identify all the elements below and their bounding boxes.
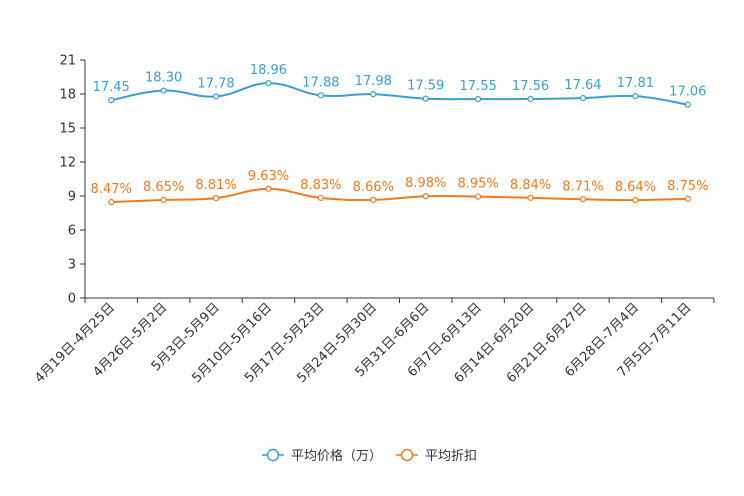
data-point	[370, 91, 377, 98]
data-label: 8.71%	[562, 179, 603, 194]
y-tick-label: 0	[68, 292, 76, 307]
y-tick-label: 21	[59, 54, 76, 69]
series-line	[111, 187, 688, 204]
y-tick-label: 15	[59, 122, 76, 137]
data-point	[527, 95, 534, 103]
series-line	[111, 82, 688, 106]
data-label: 8.47%	[91, 182, 132, 197]
data-label: 17.88	[302, 75, 339, 90]
data-point	[684, 101, 691, 108]
series-layer: 17.45 18.30 17.78 18.96 17.88 17.98 17.59 17.55…	[91, 63, 708, 206]
data-point	[212, 195, 220, 202]
legend-item: 平均折扣	[396, 448, 477, 464]
data-label: 8.65%	[143, 180, 184, 195]
legend-marker-icon	[400, 448, 414, 462]
data-point	[475, 95, 482, 103]
y-tick-label: 9	[68, 190, 76, 205]
data-label: 9.63%	[248, 169, 289, 184]
data-label: 17.45	[93, 80, 130, 95]
legend-label: 平均折扣	[425, 449, 477, 464]
data-point	[265, 80, 272, 87]
data-point	[475, 193, 482, 200]
data-label: 8.64%	[615, 180, 656, 195]
data-label: 8.66%	[353, 180, 394, 195]
data-point	[108, 97, 115, 104]
data-point	[684, 195, 691, 202]
data-point	[527, 194, 534, 201]
x-axis: 4月19日-4月25日4月26日-5月2日5月3日-5月9日5月10日-5月16…	[32, 297, 715, 386]
data-point	[370, 196, 377, 203]
data-point	[212, 93, 220, 100]
data-label: 17.81	[617, 76, 654, 91]
data-label: 8.84%	[510, 178, 551, 193]
legend-item: 平均价格（万）	[262, 448, 382, 464]
y-axis: 0 3 6 9 12 15 18 21	[59, 54, 86, 307]
data-label: 8.98%	[405, 176, 446, 191]
data-label: 17.59	[407, 79, 444, 94]
data-label: 18.30	[145, 71, 182, 86]
series-1: 17.45 18.30 17.78 18.96 17.88 17.98 17.59 17.55…	[93, 63, 706, 108]
data-label: 18.96	[250, 63, 287, 78]
data-label: 17.78	[197, 76, 234, 91]
y-tick-label: 6	[68, 224, 76, 239]
y-tick-label: 3	[68, 258, 76, 273]
legend-marker-icon	[266, 448, 280, 462]
data-label: 8.83%	[300, 178, 341, 193]
legend: 平均价格（万） 平均折扣	[262, 448, 477, 464]
data-point	[265, 185, 272, 192]
data-point	[422, 193, 429, 200]
data-point	[108, 198, 115, 206]
data-point	[579, 196, 587, 203]
series-2: 8.47% 8.65% 8.81% 9.63% 8.83% 8.66% 8.98% 8.95%…	[91, 169, 708, 206]
data-label: 17.64	[564, 78, 601, 93]
data-label: 17.56	[512, 79, 549, 94]
data-label: 17.55	[460, 79, 497, 94]
data-label: 8.75%	[667, 179, 708, 194]
data-point	[632, 93, 639, 100]
data-point	[422, 95, 429, 102]
data-label: 8.95%	[457, 177, 498, 192]
data-label: 8.81%	[195, 178, 236, 193]
data-point	[317, 92, 324, 99]
data-point	[160, 196, 167, 204]
data-label: 17.98	[355, 74, 392, 89]
data-point	[160, 87, 167, 94]
data-point	[632, 196, 639, 204]
data-label: 17.06	[669, 85, 706, 100]
y-tick-label: 12	[59, 156, 76, 171]
data-point	[317, 194, 324, 202]
legend-label: 平均价格（万）	[291, 448, 382, 464]
data-point	[579, 94, 587, 102]
y-tick-label: 18	[59, 88, 76, 103]
